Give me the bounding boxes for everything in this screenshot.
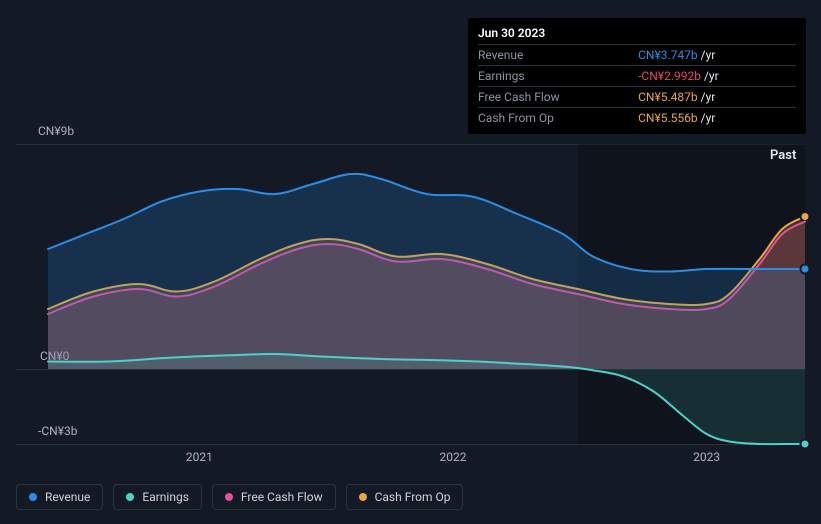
tooltip-row-suffix: /yr bbox=[701, 90, 716, 104]
legend-label: Revenue bbox=[45, 490, 90, 504]
legend-label: Cash From Op bbox=[375, 490, 451, 504]
chart-legend: Revenue Earnings Free Cash Flow Cash Fro… bbox=[16, 484, 463, 510]
x-axis-label: 2021 bbox=[186, 450, 213, 464]
tooltip-row-value: CN¥5.487b bbox=[638, 90, 698, 104]
y-gridline bbox=[16, 444, 805, 445]
tooltip-row: Revenue CN¥3.747b /yr bbox=[478, 45, 796, 66]
tooltip-row-suffix: /yr bbox=[704, 69, 719, 83]
period-label: Past bbox=[770, 148, 796, 163]
chart-plot-area: CN¥9b CN¥0 -CN¥3b 2021 2022 2023 Past bbox=[16, 124, 805, 460]
legend-item-revenue[interactable]: Revenue bbox=[16, 484, 103, 510]
tooltip-row-suffix: /yr bbox=[701, 111, 716, 125]
legend-item-earnings[interactable]: Earnings bbox=[113, 484, 202, 510]
tooltip-row-label: Revenue bbox=[478, 45, 638, 66]
y-axis-label: CN¥9b bbox=[38, 124, 74, 138]
legend-item-cash-from-op[interactable]: Cash From Op bbox=[346, 484, 464, 510]
tooltip-row-value: CN¥3.747b bbox=[638, 48, 698, 62]
legend-swatch bbox=[225, 493, 233, 501]
tooltip-date: Jun 30 2023 bbox=[478, 26, 796, 44]
legend-label: Free Cash Flow bbox=[241, 490, 323, 504]
tooltip-row-value: -CN¥2.992b bbox=[638, 69, 701, 83]
tooltip-row: Earnings -CN¥2.992b /yr bbox=[478, 66, 796, 87]
x-axis-label: 2022 bbox=[439, 450, 466, 464]
legend-label: Earnings bbox=[142, 490, 189, 504]
x-axis-label: 2023 bbox=[693, 450, 720, 464]
chart-tooltip: Jun 30 2023 Revenue CN¥3.747b /yr Earnin… bbox=[468, 18, 806, 134]
tooltip-row-label: Free Cash Flow bbox=[478, 87, 638, 108]
tooltip-row: Free Cash Flow CN¥5.487b /yr bbox=[478, 87, 796, 108]
chart-container: Jun 30 2023 Revenue CN¥3.747b /yr Earnin… bbox=[0, 0, 821, 524]
chart-svg bbox=[48, 144, 805, 444]
tooltip-row-suffix: /yr bbox=[701, 48, 716, 62]
legend-swatch bbox=[126, 493, 134, 501]
tooltip-table: Revenue CN¥3.747b /yr Earnings -CN¥2.992… bbox=[478, 44, 796, 128]
legend-swatch bbox=[359, 493, 367, 501]
legend-swatch bbox=[29, 493, 37, 501]
tooltip-row-label: Earnings bbox=[478, 66, 638, 87]
legend-item-free-cash-flow[interactable]: Free Cash Flow bbox=[212, 484, 336, 510]
tooltip-row-value: CN¥5.556b bbox=[638, 111, 698, 125]
